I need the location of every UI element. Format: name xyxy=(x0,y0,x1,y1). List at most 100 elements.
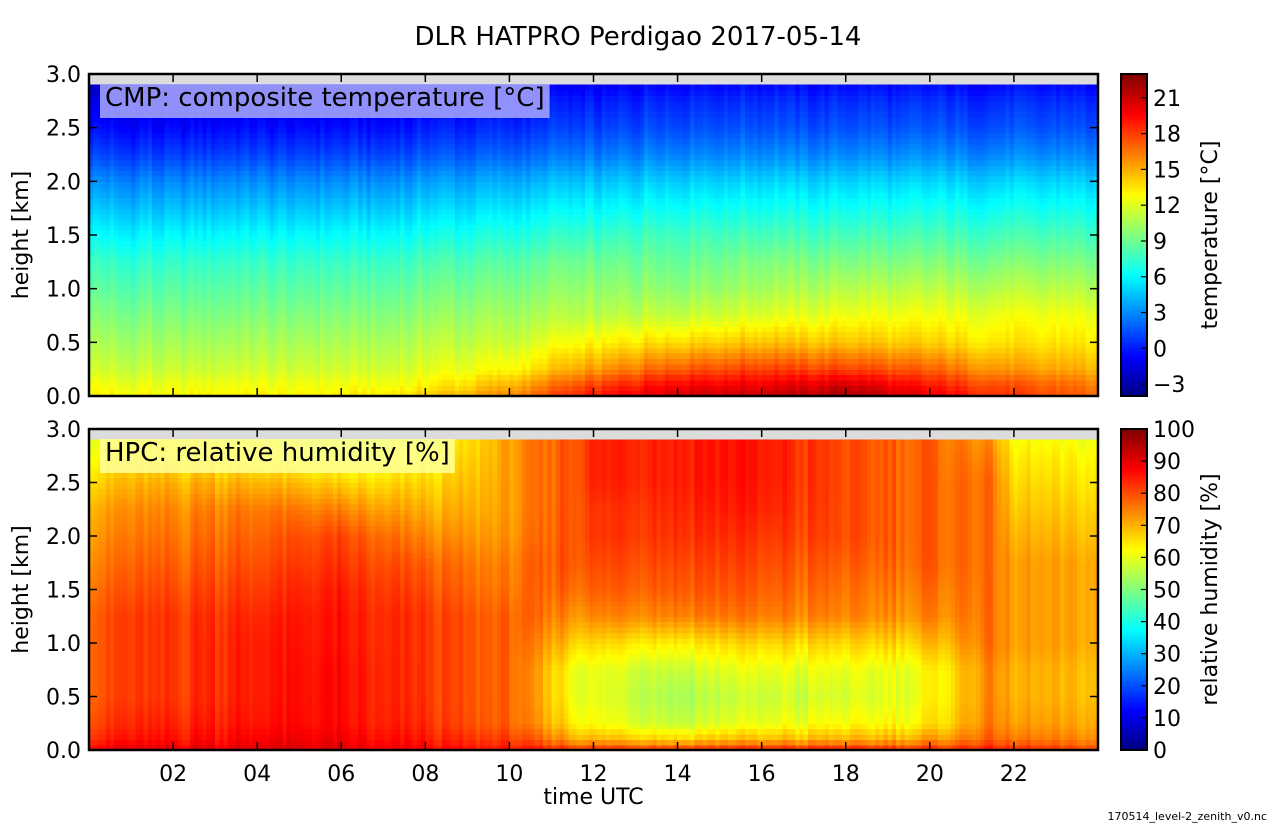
heatmap-cell xyxy=(118,122,124,129)
heatmap-cell xyxy=(265,277,271,284)
heatmap-cell xyxy=(257,299,262,306)
heatmap-cell xyxy=(131,251,136,258)
heatmap-cell xyxy=(147,277,153,284)
heatmap-cell xyxy=(446,261,452,268)
heatmap-cell xyxy=(131,261,136,268)
heatmap-cell xyxy=(177,374,183,381)
heatmap-cell xyxy=(341,240,347,247)
heatmap-cell xyxy=(206,143,212,150)
heatmap-cell xyxy=(185,218,191,225)
heatmap-cell xyxy=(379,159,384,166)
heatmap-cell xyxy=(152,304,157,311)
heatmap-cell xyxy=(101,197,107,204)
heatmap-cell xyxy=(135,213,141,220)
heatmap-cell xyxy=(337,143,342,150)
heatmap-cell xyxy=(295,315,300,322)
heatmap-cell xyxy=(89,251,94,258)
heatmap-cell xyxy=(219,192,225,199)
heatmap-cell xyxy=(198,235,204,241)
heatmap-cell xyxy=(194,133,199,139)
heatmap-cell xyxy=(429,331,435,338)
heatmap-cell xyxy=(437,240,443,247)
heatmap-cell xyxy=(185,363,191,370)
heatmap-cell xyxy=(437,218,443,225)
heatmap-cell xyxy=(437,342,443,349)
heatmap-cell xyxy=(110,385,115,392)
heatmap-cell xyxy=(164,154,170,161)
heatmap-cell xyxy=(257,326,262,333)
heatmap-cell xyxy=(442,138,447,145)
heatmap-cell xyxy=(408,267,414,274)
heatmap-cell xyxy=(210,277,216,284)
heatmap-cell xyxy=(341,213,347,220)
heatmap-cell xyxy=(269,159,275,166)
heatmap-cell xyxy=(223,374,229,381)
heatmap-cell xyxy=(202,310,208,317)
heatmap-cell xyxy=(164,379,170,386)
heatmap-cell xyxy=(147,251,153,258)
heatmap-cell xyxy=(416,138,422,145)
heatmap-cell xyxy=(131,170,136,177)
heatmap-cell xyxy=(341,202,347,209)
heatmap-cell xyxy=(437,224,443,231)
heatmap-cell xyxy=(231,277,237,284)
heatmap-cell xyxy=(194,181,199,188)
heatmap-cell xyxy=(227,251,233,258)
heatmap-cell xyxy=(316,272,321,279)
heatmap-cell xyxy=(442,229,447,236)
heatmap-cell xyxy=(160,336,166,343)
heatmap-cell xyxy=(202,138,208,145)
heatmap-cell xyxy=(93,111,98,118)
heatmap-cell xyxy=(206,379,212,386)
heatmap-cell xyxy=(135,347,141,354)
heatmap-cell xyxy=(202,181,208,188)
heatmap-cell xyxy=(273,283,279,290)
heatmap-cell xyxy=(248,336,254,343)
heatmap-cell xyxy=(337,116,342,123)
heatmap-cell xyxy=(189,261,195,268)
heatmap-cell xyxy=(307,304,313,311)
heatmap-cell xyxy=(374,192,380,199)
heatmap-cell xyxy=(189,326,195,333)
heatmap-cell xyxy=(316,127,321,134)
heatmap-cell xyxy=(328,181,334,188)
heatmap-cell xyxy=(185,379,191,386)
heatmap-cell xyxy=(139,277,145,284)
heatmap-cell xyxy=(194,208,199,215)
heatmap-cell xyxy=(89,133,94,139)
heatmap-cell xyxy=(147,122,153,129)
heatmap-cell xyxy=(286,143,292,150)
heatmap-cell xyxy=(143,245,149,252)
heatmap-cell xyxy=(168,224,174,231)
heatmap-cell xyxy=(408,122,414,129)
heatmap-cell xyxy=(177,299,183,306)
heatmap-cell xyxy=(227,213,233,220)
heatmap-cell xyxy=(97,165,103,172)
heatmap-cell xyxy=(252,116,258,123)
heatmap-cell xyxy=(168,331,174,338)
heatmap-cell xyxy=(240,256,246,263)
heatmap-cell xyxy=(358,379,363,386)
heatmap-cell xyxy=(194,122,199,129)
heatmap-cell xyxy=(152,256,157,263)
heatmap-cell xyxy=(383,159,389,166)
heatmap-cell xyxy=(349,181,355,188)
heatmap-cell xyxy=(147,218,153,225)
heatmap-cell xyxy=(126,208,132,215)
heatmap-cell xyxy=(370,165,376,172)
heatmap-cell xyxy=(177,294,183,300)
heatmap-cell xyxy=(282,229,288,236)
heatmap-cell xyxy=(379,256,384,263)
heatmap-cell xyxy=(273,304,279,311)
heatmap-cell xyxy=(97,84,103,91)
heatmap-cell xyxy=(181,342,187,349)
heatmap-cell xyxy=(320,181,326,188)
heatmap-cell xyxy=(316,331,321,338)
heatmap-cell xyxy=(429,261,435,268)
heatmap-cell xyxy=(374,353,380,360)
heatmap-cell xyxy=(387,299,393,306)
heatmap-cell xyxy=(433,133,439,139)
heatmap-cell xyxy=(215,385,220,392)
heatmap-cell xyxy=(231,288,237,295)
heatmap-cell xyxy=(93,208,98,215)
